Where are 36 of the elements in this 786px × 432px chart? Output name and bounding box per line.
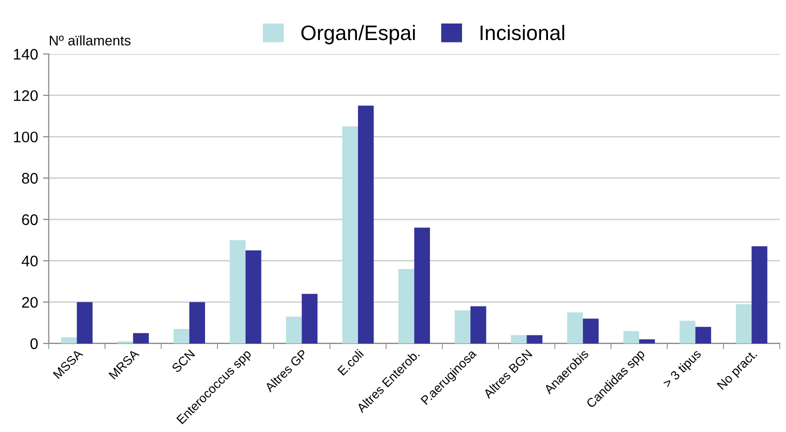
legend-label: Incisional [480,24,564,40]
y-tick-label: 80 [22,172,38,184]
bar [639,339,655,344]
y-tick-label: 60 [22,214,38,226]
y-tick-label: 100 [14,132,38,142]
bar [342,126,358,344]
y-tick-label: 120 [14,90,38,102]
bar [358,106,374,344]
bar [286,316,302,344]
bar [695,326,712,344]
bar [470,306,486,344]
bar [454,310,470,344]
bar [680,320,696,344]
bar [133,333,149,344]
bar [174,328,190,344]
y-tick-label: 0 [30,338,38,350]
bar [623,331,640,344]
bar [510,335,527,344]
bar [398,269,414,344]
bar [76,302,93,344]
bar [230,240,246,344]
y-tick-label: 40 [22,256,38,266]
y-tick-label: 140 [14,48,38,60]
bar [752,246,768,344]
y-axis-title: Nº aïllaments [50,35,130,46]
y-tick-label: 20 [22,296,38,308]
bar [414,228,430,344]
bar [61,337,77,344]
bar [582,318,599,344]
bar [246,250,262,344]
bar [526,335,542,344]
bar [736,304,752,344]
bar [189,302,206,344]
legend-label: Organ/Espai [301,24,415,44]
bar [567,312,583,344]
bar [302,294,318,344]
